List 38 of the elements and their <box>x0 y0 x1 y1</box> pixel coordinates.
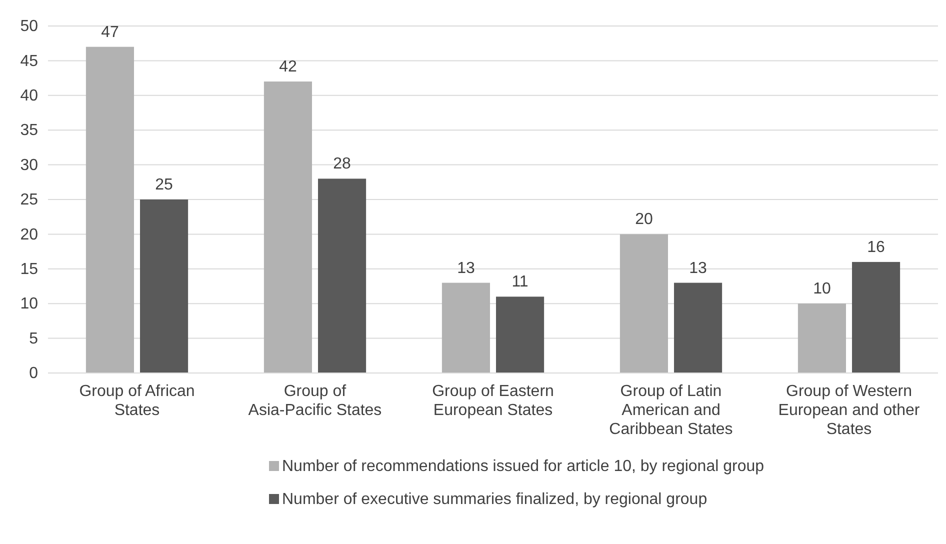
x-tick-label: Group of Eastern European States <box>432 383 554 419</box>
data-label: 20 <box>635 211 653 228</box>
y-tick-label: 0 <box>29 365 38 382</box>
y-tick-label: 5 <box>29 330 38 348</box>
bar <box>620 234 668 373</box>
bar <box>140 200 188 373</box>
bar <box>86 46 134 373</box>
y-tick-label: 15 <box>20 261 38 278</box>
x-tick-label: Group of Asia-Pacific States <box>248 383 382 419</box>
y-tick-label: 40 <box>20 88 38 105</box>
legend-label: Number of recommendations issued for article 10, by regional group <box>282 458 764 475</box>
data-label: 13 <box>457 260 475 277</box>
y-tick-label: 10 <box>20 296 38 313</box>
bar <box>264 82 312 373</box>
bar <box>442 282 490 373</box>
bar <box>852 262 900 373</box>
data-label: 47 <box>101 24 119 41</box>
bar <box>496 296 544 373</box>
y-tick-label: 50 <box>20 18 38 36</box>
data-label: 13 <box>689 260 708 277</box>
y-tick-label: 35 <box>20 122 38 140</box>
y-tick-label: 25 <box>20 192 38 209</box>
y-tick-label: 20 <box>20 226 38 244</box>
legend-label: Number of executive summaries finalized, by regional group <box>282 491 708 508</box>
data-label: 25 <box>155 176 174 194</box>
bar <box>674 282 722 373</box>
data-label: 10 <box>813 280 831 298</box>
bar <box>318 178 366 373</box>
y-tick-label: 30 <box>20 156 38 174</box>
data-label: 42 <box>279 58 297 76</box>
x-tick-label: Group of African States <box>79 383 195 419</box>
x-tick-label: Group of Western European and other States <box>778 383 920 438</box>
y-tick-label: 45 <box>20 52 38 70</box>
data-label: 28 <box>333 156 352 173</box>
bar <box>798 304 846 373</box>
x-tick-label: Group of Latin American and Caribbean States <box>609 383 733 438</box>
data-label: 11 <box>512 274 528 291</box>
data-label: 16 <box>867 238 886 256</box>
